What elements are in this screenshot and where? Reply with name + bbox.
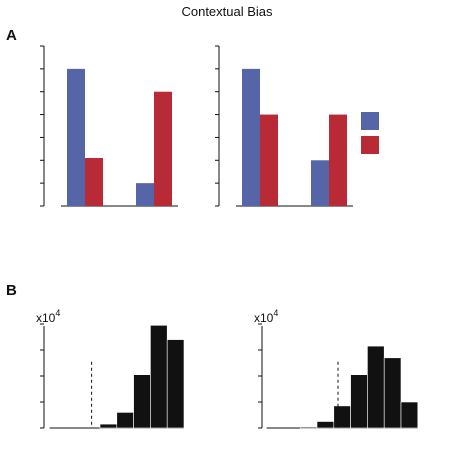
y-scale-base: x10: [36, 311, 56, 325]
panel-b-label: B: [6, 282, 17, 299]
histogram-bar: [333, 405, 351, 429]
histogram-bar: [166, 339, 185, 429]
bar-mus: [329, 114, 347, 206]
bar-sal: [67, 68, 85, 206]
legend-swatch: [361, 112, 379, 130]
chart-b-strong: x104: [254, 308, 419, 429]
bar-sal: [311, 160, 329, 206]
bar-sal: [136, 183, 154, 206]
chart-a-normal: [40, 45, 178, 207]
legend: [361, 112, 379, 154]
bar-mus: [260, 114, 278, 206]
histogram-bar: [350, 374, 368, 429]
bar-mus: [85, 158, 103, 206]
figure-title: Contextual Bias: [181, 4, 273, 19]
panel-a-label: A: [6, 27, 17, 44]
y-scale-label: x104: [254, 308, 278, 325]
histogram-bar: [299, 426, 318, 429]
y-scale-base: x10: [254, 311, 274, 325]
histogram-bar: [99, 423, 118, 429]
chart-a-strong: [215, 45, 353, 207]
bar-sal: [242, 68, 260, 206]
chart-b-normal: x104: [36, 308, 185, 429]
y-scale-exponent: 4: [273, 308, 278, 318]
y-scale-exponent: 4: [55, 308, 60, 318]
histogram-bar: [400, 401, 419, 429]
legend-swatch: [361, 136, 379, 154]
histogram-bar: [316, 421, 335, 429]
bar-mus: [154, 91, 172, 206]
histogram-bar: [133, 374, 151, 429]
histogram-bar: [367, 345, 385, 429]
histogram-bar: [116, 412, 134, 429]
histogram-bar: [150, 324, 168, 429]
histogram-bar: [383, 357, 402, 429]
y-scale-label: x104: [36, 308, 60, 325]
